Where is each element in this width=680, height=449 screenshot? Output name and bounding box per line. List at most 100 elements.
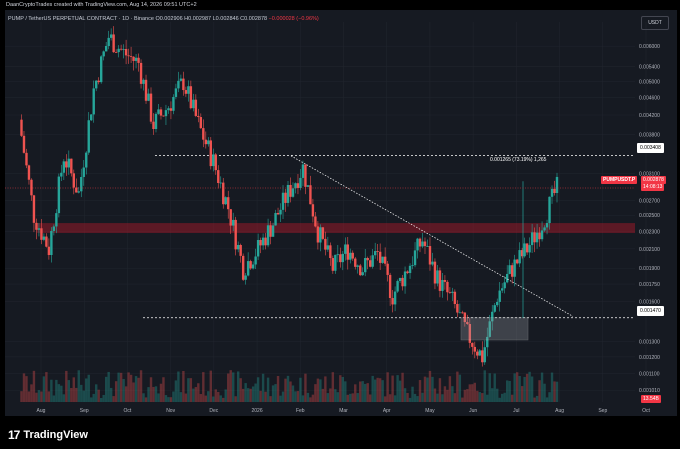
volume-bar (78, 370, 80, 402)
volume-bar (501, 394, 503, 402)
candle-body (50, 231, 52, 255)
volume-bar (75, 388, 77, 402)
volume-bar (362, 381, 364, 402)
candle-body (202, 128, 204, 140)
candle-body (115, 52, 117, 53)
volume-bar (474, 383, 476, 402)
candle-body (58, 177, 60, 214)
volume-bar (518, 376, 520, 402)
price-chart[interactable]: 0.006000 0.005400 0.005000 0.004600 0.004200… (5, 10, 677, 416)
volume-bar (200, 394, 202, 402)
candle-body (40, 228, 42, 240)
volume-bar (28, 391, 30, 402)
volume-bar (162, 377, 164, 402)
currency-button[interactable]: USDT (641, 16, 669, 30)
volume-bar (207, 391, 209, 402)
candle-body (152, 122, 154, 129)
x-tick-label: Aug (555, 408, 564, 414)
x-tick-label: Sep (80, 408, 89, 414)
volume-bar (244, 383, 246, 402)
candle-body (287, 185, 289, 203)
candle-body (259, 240, 261, 245)
volume-bar (105, 377, 107, 402)
x-tick-label: Oct (124, 408, 132, 414)
volume-bar (304, 374, 306, 402)
volume-bar (344, 381, 346, 402)
candle-body (302, 164, 304, 177)
volume-bar (137, 378, 139, 402)
candle-body (396, 281, 398, 292)
candle-body (167, 108, 169, 110)
volume-bar (120, 373, 122, 402)
candle-body (33, 195, 35, 223)
candle-body (175, 88, 177, 97)
candle-body (207, 140, 209, 144)
candle-body (249, 261, 251, 268)
volume-bar (503, 393, 505, 402)
y-tick-label: 0.002500 (639, 213, 660, 219)
volume-bar (73, 377, 75, 402)
candle-body (284, 193, 286, 203)
candle-body (83, 168, 85, 177)
volume-bar (319, 379, 321, 402)
candle-body (449, 292, 451, 293)
tradingview-logo[interactable]: 17 TradingView (8, 428, 88, 442)
volume-bar (508, 381, 510, 402)
candle-body (267, 225, 269, 245)
chart-area[interactable]: 0.006000 0.005400 0.005000 0.004600 0.004200… (5, 10, 677, 416)
candle-body (446, 282, 448, 292)
volume-bar (242, 389, 244, 402)
candle-body (322, 227, 324, 239)
volume-bar (314, 384, 316, 402)
volume-bar (284, 379, 286, 402)
candle-body (496, 302, 498, 305)
candle-body (232, 220, 234, 226)
candle-body (80, 177, 82, 191)
volume-bar (516, 372, 518, 402)
volume-bar (374, 380, 376, 402)
candle-body (411, 265, 413, 266)
volume-bar (83, 391, 85, 402)
candle-body (389, 275, 391, 298)
symbol-legend[interactable]: PUMP / TetherUS PERPETUAL CONTRACT · 1D … (8, 16, 319, 22)
volume-bar (471, 384, 473, 402)
volume-bar (40, 391, 42, 402)
volume-bar (289, 381, 291, 402)
volume-bar (494, 374, 496, 402)
candle-body (511, 265, 513, 277)
candle-body (312, 204, 314, 216)
candle-body (38, 228, 40, 230)
candle-body (476, 352, 478, 356)
candle-body (192, 100, 194, 108)
volume-bar (277, 376, 279, 402)
volume-bar (357, 393, 359, 402)
x-tick-label: Dec (209, 408, 218, 414)
candle-body (494, 305, 496, 312)
volume-bar (25, 376, 27, 402)
candle-body (441, 280, 443, 291)
volume-bar (190, 378, 192, 402)
candle-body (314, 216, 316, 226)
candle-body (264, 238, 266, 246)
candle-body (230, 209, 232, 225)
candle-body (43, 237, 45, 240)
candle-body (556, 177, 558, 193)
candle-body (344, 244, 346, 253)
volume-bar (526, 374, 528, 402)
candle-body (551, 189, 553, 197)
candle-body (237, 245, 239, 249)
countdown-tag: 14:08:13 (641, 183, 664, 191)
candle-body (45, 237, 47, 247)
level-top-tag: 0.003408 (637, 143, 664, 153)
volume-bar (531, 377, 533, 402)
x-tick-label: Jun (469, 408, 477, 414)
volume-bar (449, 376, 451, 402)
candle-body (459, 312, 461, 313)
volume-bar (55, 380, 57, 402)
candle-body (137, 58, 139, 63)
candle-body (147, 94, 149, 101)
volume-bar (152, 387, 154, 402)
x-tick-label: 2026 (252, 408, 263, 414)
trendline (291, 156, 573, 317)
